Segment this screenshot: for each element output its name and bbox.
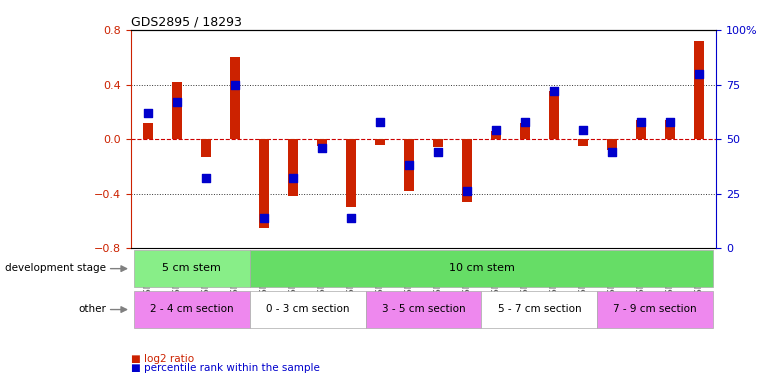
- Bar: [578, 139, 588, 146]
- Bar: [490, 131, 501, 139]
- Point: [142, 110, 155, 116]
- Text: 7 - 9 cm section: 7 - 9 cm section: [614, 304, 697, 314]
- Point: [316, 145, 328, 151]
- Point: [200, 176, 213, 181]
- Bar: [404, 139, 414, 191]
- Bar: [375, 139, 385, 144]
- Point: [692, 70, 705, 76]
- Bar: [520, 123, 530, 139]
- Bar: [317, 139, 327, 146]
- Bar: [172, 82, 182, 139]
- Point: [258, 214, 270, 220]
- Bar: [433, 139, 443, 147]
- Bar: [230, 57, 240, 139]
- Text: development stage: development stage: [5, 263, 106, 273]
- Bar: [636, 120, 646, 139]
- Text: 5 cm stem: 5 cm stem: [162, 263, 221, 273]
- FancyBboxPatch shape: [249, 250, 713, 287]
- Text: other: other: [79, 304, 106, 314]
- Point: [374, 118, 387, 124]
- Bar: [462, 139, 472, 202]
- FancyBboxPatch shape: [481, 291, 598, 328]
- Point: [490, 128, 502, 134]
- Bar: [288, 139, 298, 196]
- Point: [432, 149, 444, 155]
- FancyBboxPatch shape: [249, 291, 366, 328]
- FancyBboxPatch shape: [598, 291, 713, 328]
- Point: [519, 118, 531, 124]
- Bar: [201, 139, 211, 157]
- FancyBboxPatch shape: [366, 291, 481, 328]
- Text: ■ log2 ratio: ■ log2 ratio: [131, 354, 194, 364]
- Text: GDS2895 / 18293: GDS2895 / 18293: [131, 16, 242, 29]
- Bar: [549, 92, 559, 139]
- Bar: [346, 139, 357, 207]
- Text: 3 - 5 cm section: 3 - 5 cm section: [382, 304, 465, 314]
- Point: [403, 162, 415, 168]
- Bar: [143, 123, 153, 139]
- Bar: [259, 139, 270, 228]
- Text: 0 - 3 cm section: 0 - 3 cm section: [266, 304, 350, 314]
- Point: [345, 214, 357, 220]
- Text: 10 cm stem: 10 cm stem: [448, 263, 514, 273]
- Point: [606, 149, 618, 155]
- Bar: [665, 120, 675, 139]
- Point: [460, 189, 473, 195]
- Text: 2 - 4 cm section: 2 - 4 cm section: [150, 304, 233, 314]
- Point: [547, 88, 560, 94]
- Text: 5 - 7 cm section: 5 - 7 cm section: [497, 304, 581, 314]
- FancyBboxPatch shape: [134, 250, 249, 287]
- Bar: [694, 41, 704, 139]
- Point: [171, 99, 183, 105]
- Point: [287, 176, 300, 181]
- Point: [577, 128, 589, 134]
- Bar: [607, 139, 617, 150]
- Point: [664, 118, 676, 124]
- Text: ■ percentile rank within the sample: ■ percentile rank within the sample: [131, 363, 320, 373]
- FancyBboxPatch shape: [134, 291, 249, 328]
- Point: [634, 118, 647, 124]
- Point: [229, 81, 241, 87]
